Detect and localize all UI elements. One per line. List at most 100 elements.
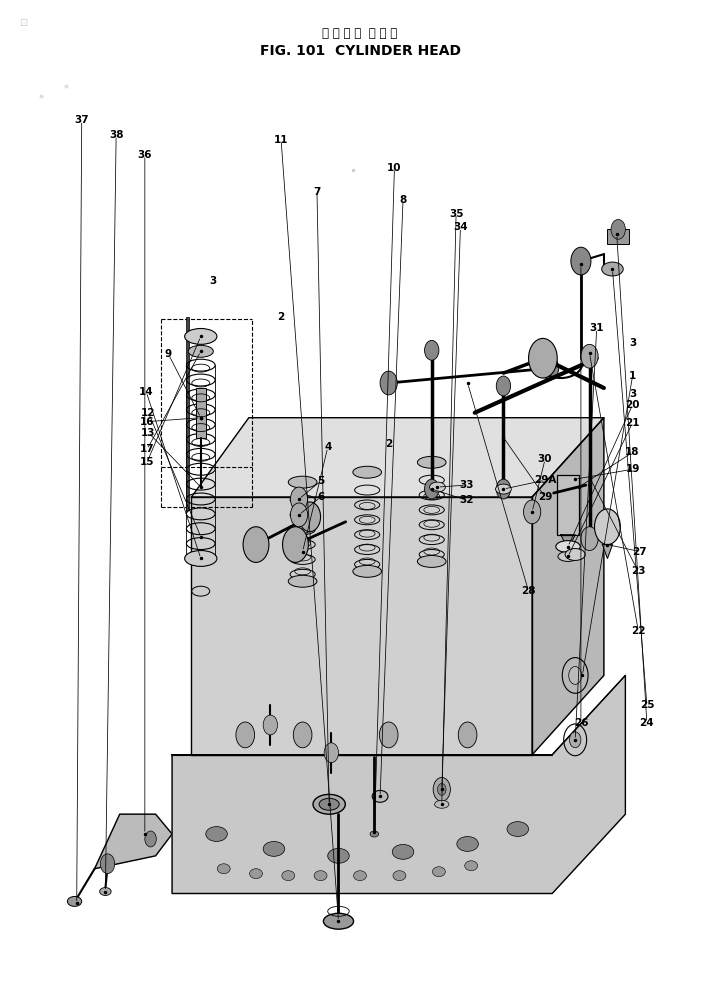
Ellipse shape [418, 456, 446, 468]
Text: 24: 24 [639, 718, 654, 728]
Text: 32: 32 [459, 495, 473, 505]
Text: 5: 5 [317, 476, 324, 486]
Circle shape [324, 743, 338, 762]
Text: 14: 14 [139, 387, 153, 397]
Text: 11: 11 [274, 135, 288, 145]
Ellipse shape [319, 798, 339, 810]
Text: 2: 2 [277, 311, 284, 322]
Ellipse shape [188, 345, 213, 357]
Circle shape [611, 220, 626, 240]
Text: 25: 25 [639, 700, 654, 710]
Circle shape [425, 479, 439, 499]
Bar [186, 317, 189, 510]
Circle shape [581, 527, 598, 551]
Text: 33: 33 [459, 480, 473, 490]
Bar [557, 475, 579, 535]
Ellipse shape [313, 794, 346, 814]
Ellipse shape [370, 831, 379, 837]
Ellipse shape [602, 262, 624, 276]
Ellipse shape [288, 576, 317, 587]
Ellipse shape [456, 837, 478, 852]
Ellipse shape [99, 888, 111, 896]
Ellipse shape [464, 861, 477, 871]
Circle shape [293, 722, 312, 747]
Polygon shape [172, 675, 626, 894]
Circle shape [290, 487, 307, 511]
Text: 31: 31 [590, 323, 604, 334]
Circle shape [379, 722, 398, 747]
Circle shape [438, 783, 446, 795]
Text: 27: 27 [632, 547, 647, 557]
Polygon shape [532, 417, 604, 754]
Text: 9: 9 [165, 349, 172, 359]
Polygon shape [192, 417, 604, 497]
Ellipse shape [184, 328, 217, 344]
Ellipse shape [314, 871, 327, 881]
Text: 22: 22 [631, 626, 646, 636]
Text: 37: 37 [74, 115, 89, 125]
Ellipse shape [495, 484, 511, 494]
Text: シ リ ン ダ  ヘ ッ ド: シ リ ン ダ ヘ ッ ド [323, 27, 397, 40]
Text: 38: 38 [109, 130, 123, 140]
Circle shape [595, 509, 621, 545]
Text: 2: 2 [385, 439, 392, 449]
Ellipse shape [192, 586, 210, 596]
Text: 36: 36 [138, 150, 152, 160]
Bar [608, 230, 629, 245]
Text: 34: 34 [453, 223, 468, 233]
Ellipse shape [565, 549, 585, 561]
Circle shape [425, 340, 439, 360]
Bar [196, 388, 206, 437]
Text: 12: 12 [141, 408, 156, 417]
Ellipse shape [507, 822, 528, 837]
Ellipse shape [68, 897, 81, 907]
Circle shape [380, 371, 397, 395]
Text: 30: 30 [538, 454, 552, 464]
Ellipse shape [353, 566, 382, 578]
Ellipse shape [393, 871, 406, 881]
Text: 20: 20 [625, 400, 640, 410]
Text: FIG. 101  CYLINDER HEAD: FIG. 101 CYLINDER HEAD [259, 44, 461, 58]
Ellipse shape [435, 800, 449, 808]
Ellipse shape [288, 476, 317, 488]
Ellipse shape [328, 849, 349, 863]
Circle shape [496, 479, 510, 499]
Ellipse shape [184, 551, 217, 567]
Text: 28: 28 [521, 586, 536, 596]
Text: 16: 16 [140, 416, 154, 426]
Ellipse shape [372, 790, 388, 802]
Ellipse shape [558, 552, 578, 562]
Ellipse shape [250, 869, 263, 879]
Circle shape [581, 344, 598, 368]
Circle shape [433, 777, 451, 801]
Polygon shape [192, 497, 532, 754]
Text: 10: 10 [387, 163, 402, 173]
Polygon shape [561, 535, 575, 550]
Circle shape [290, 503, 307, 527]
Ellipse shape [323, 913, 354, 929]
Text: 29: 29 [538, 492, 552, 502]
Text: 17: 17 [140, 444, 154, 454]
Text: 19: 19 [626, 464, 640, 474]
Circle shape [236, 722, 255, 747]
Circle shape [528, 338, 557, 378]
Circle shape [458, 722, 477, 747]
Ellipse shape [430, 482, 446, 492]
Circle shape [496, 376, 510, 396]
Text: 3: 3 [210, 276, 217, 286]
Text: 29A: 29A [534, 475, 557, 485]
Text: 3: 3 [629, 338, 636, 348]
Text: 7: 7 [313, 187, 320, 197]
Text: 26: 26 [574, 718, 588, 728]
Ellipse shape [556, 541, 580, 553]
Circle shape [523, 500, 541, 524]
Circle shape [299, 502, 320, 532]
Text: 35: 35 [449, 209, 464, 219]
Ellipse shape [392, 845, 414, 859]
Circle shape [282, 527, 308, 563]
Circle shape [571, 248, 591, 275]
Circle shape [264, 715, 277, 735]
Ellipse shape [264, 842, 284, 856]
Text: 3: 3 [629, 389, 636, 399]
Text: ⊡: ⊡ [19, 18, 27, 28]
